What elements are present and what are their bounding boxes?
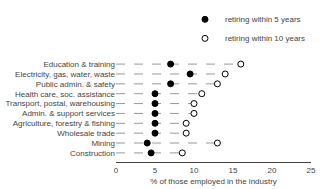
svg-text:0: 0 <box>114 166 119 175</box>
svg-text:retiring within 10 years: retiring within 10 years <box>225 34 305 43</box>
svg-text:Mining: Mining <box>91 139 115 148</box>
svg-text:Public admin. & safety: Public admin. & safety <box>36 80 115 89</box>
svg-text:Wholesale trade: Wholesale trade <box>57 129 115 138</box>
svg-text:Construction: Construction <box>70 149 115 158</box>
svg-text:Agriculture, forestry & fishin: Agriculture, forestry & fishing <box>13 119 115 128</box>
svg-text:20: 20 <box>268 166 277 175</box>
svg-text:Education & training: Education & training <box>43 60 115 69</box>
svg-text:retiring within 5 years: retiring within 5 years <box>225 15 301 24</box>
svg-text:% of those employed in the ind: % of those employed in the industry <box>150 177 277 186</box>
svg-text:Transport, postal, warehousing: Transport, postal, warehousing <box>5 99 115 108</box>
svg-text:15: 15 <box>229 166 238 175</box>
svg-text:10: 10 <box>190 166 199 175</box>
svg-text:Health care, soc. assistance: Health care, soc. assistance <box>15 90 116 99</box>
svg-text:25: 25 <box>307 166 316 175</box>
svg-text:5: 5 <box>153 166 158 175</box>
svg-text:Admin. & support services: Admin. & support services <box>22 109 115 118</box>
svg-text:Electricity, gas, water, waste: Electricity, gas, water, waste <box>15 70 115 79</box>
